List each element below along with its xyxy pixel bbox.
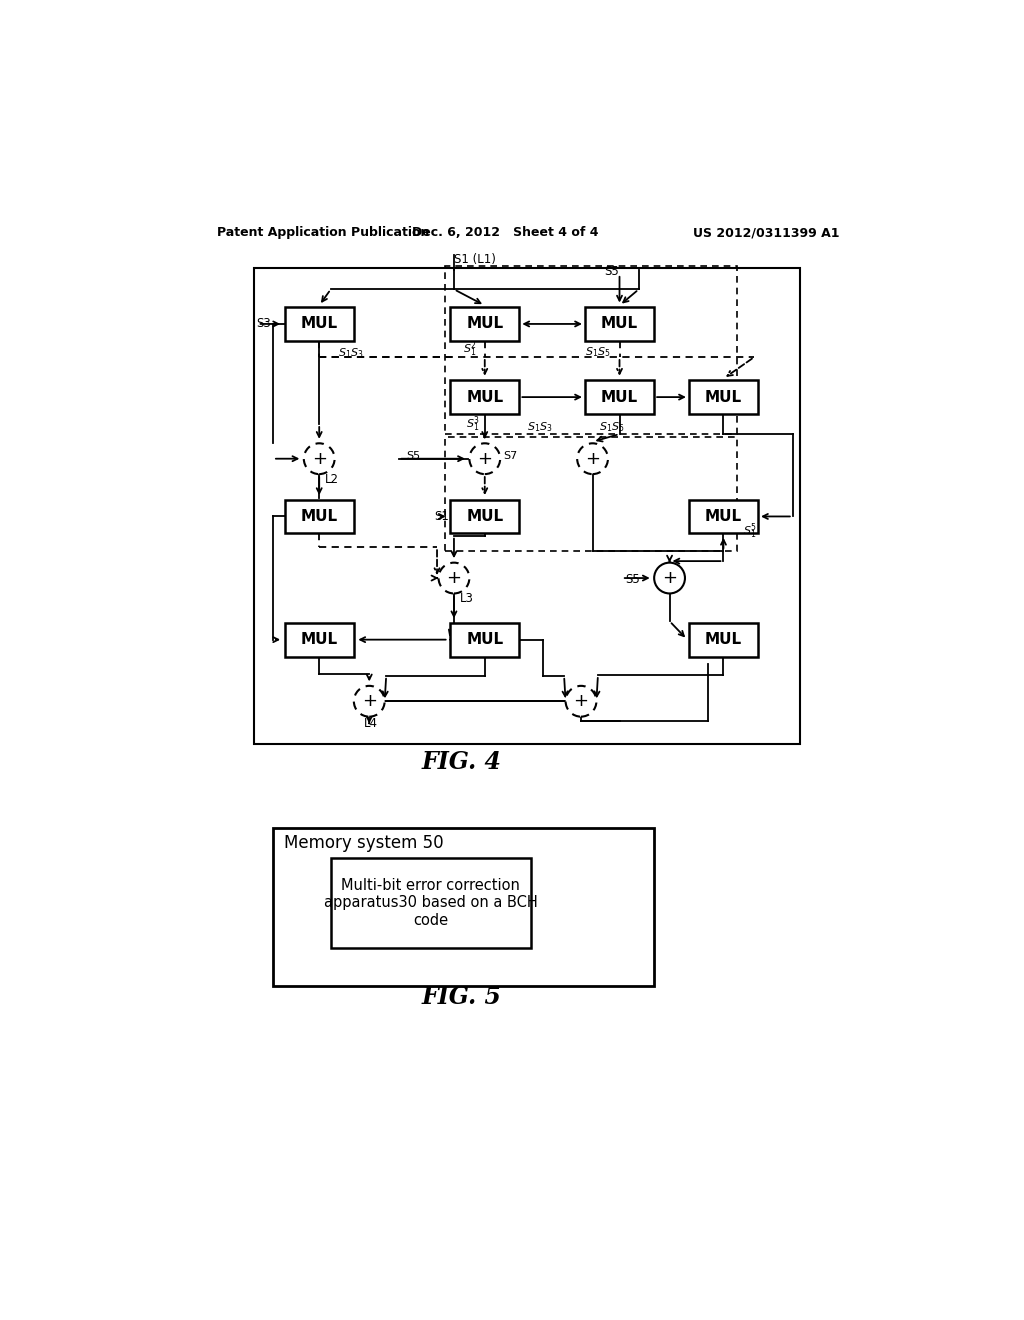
Text: S1: S1	[434, 510, 449, 523]
Bar	[444, 267, 737, 434]
Circle shape	[578, 444, 608, 474]
Text: Multi-bit error correction
apparatus30 based on a BCH
code: Multi-bit error correction apparatus30 b…	[324, 878, 538, 928]
Text: +: +	[477, 450, 493, 467]
Bar	[331, 858, 531, 949]
Bar	[285, 499, 354, 533]
Text: MUL: MUL	[466, 510, 504, 524]
Circle shape	[304, 444, 335, 474]
Bar	[273, 829, 654, 986]
Bar	[689, 623, 758, 656]
Text: +: +	[573, 692, 589, 710]
Text: MUL: MUL	[301, 510, 338, 524]
Text: MUL: MUL	[301, 632, 338, 647]
Text: US 2012/0311399 A1: US 2012/0311399 A1	[692, 226, 839, 239]
Text: +: +	[585, 450, 600, 467]
Bar	[451, 380, 519, 414]
Bar	[585, 308, 654, 341]
Text: MUL: MUL	[601, 389, 638, 405]
Text: $S_1^3$: $S_1^3$	[466, 414, 480, 434]
Bar	[451, 623, 519, 656]
Text: FIG. 4: FIG. 4	[422, 750, 502, 775]
Bar	[451, 499, 519, 533]
Bar	[689, 499, 758, 533]
Text: $S_1 S_3$: $S_1 S_3$	[339, 346, 365, 360]
Text: $S_1 S_3$: $S_1 S_3$	[527, 420, 553, 434]
Text: MUL: MUL	[301, 317, 338, 331]
Circle shape	[565, 686, 596, 717]
Text: +: +	[311, 450, 327, 467]
Text: MUL: MUL	[601, 317, 638, 331]
Text: S3: S3	[256, 317, 270, 330]
Text: MUL: MUL	[466, 317, 504, 331]
Text: L4: L4	[364, 717, 378, 730]
Text: $S_1^5$: $S_1^5$	[743, 521, 758, 541]
Text: S1 (L1): S1 (L1)	[454, 253, 496, 267]
Text: $S_1^2$: $S_1^2$	[463, 339, 477, 359]
Text: MUL: MUL	[705, 389, 742, 405]
Text: $S_1 S_5$: $S_1 S_5$	[599, 420, 625, 434]
Text: Memory system 50: Memory system 50	[284, 834, 443, 853]
Circle shape	[654, 562, 685, 594]
Text: S5: S5	[604, 265, 618, 277]
Bar	[689, 380, 758, 414]
Bar	[285, 623, 354, 656]
Text: +: +	[446, 569, 462, 587]
Bar	[451, 308, 519, 341]
Text: +: +	[663, 569, 677, 587]
Text: FIG. 5: FIG. 5	[422, 985, 502, 1010]
Text: MUL: MUL	[466, 389, 504, 405]
Text: Dec. 6, 2012   Sheet 4 of 4: Dec. 6, 2012 Sheet 4 of 4	[413, 226, 599, 239]
Circle shape	[438, 562, 469, 594]
Text: MUL: MUL	[705, 510, 742, 524]
Text: Patent Application Publication: Patent Application Publication	[217, 226, 429, 239]
Text: +: +	[361, 692, 377, 710]
Circle shape	[469, 444, 500, 474]
Text: $S_1 S_5$: $S_1 S_5$	[585, 345, 610, 359]
Text: S5: S5	[407, 451, 420, 461]
Text: L3: L3	[460, 591, 474, 605]
Bar	[285, 308, 354, 341]
Bar	[444, 437, 737, 552]
Circle shape	[354, 686, 385, 717]
Text: MUL: MUL	[705, 632, 742, 647]
Bar	[585, 380, 654, 414]
Text: MUL: MUL	[466, 632, 504, 647]
Text: S5: S5	[626, 573, 640, 586]
Bar	[254, 268, 801, 743]
Text: L2: L2	[325, 473, 339, 486]
Text: S7: S7	[503, 451, 517, 461]
